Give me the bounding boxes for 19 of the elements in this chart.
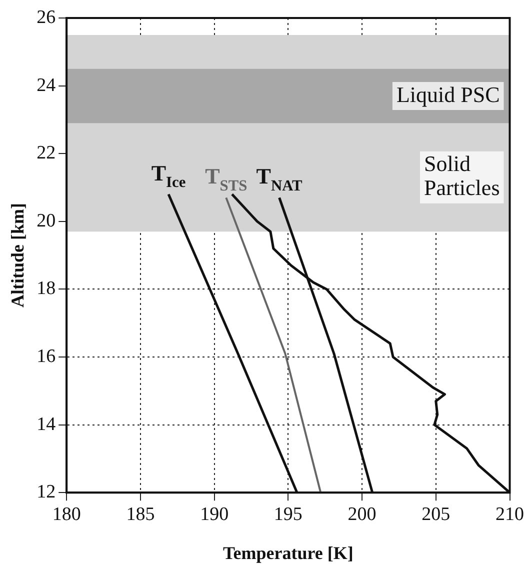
x-axis-title: Temperature [K]	[222, 542, 354, 563]
y-tick-label: 26	[36, 6, 56, 28]
x-tick-label: 205	[422, 504, 450, 525]
y-tick-label: 22	[36, 142, 56, 164]
y-tick-label: 14	[36, 414, 56, 435]
x-tick-label: 200	[348, 504, 376, 525]
y-axis-title: Altitude [km]	[7, 203, 28, 308]
band-label: Liquid PSC	[396, 82, 500, 107]
y-tick-label: 20	[36, 210, 56, 232]
x-tick-label: 210	[496, 504, 524, 525]
x-tick-label: 180	[52, 504, 81, 525]
y-tick-label: 24	[36, 74, 56, 96]
band-label: Solid Particles	[424, 151, 500, 200]
y-tick-label: 16	[36, 346, 56, 367]
y-tick-label: 12	[36, 482, 56, 503]
y-tick-label: 18	[36, 278, 56, 300]
x-tick-label: 185	[126, 504, 155, 525]
x-tick-label: 195	[274, 504, 302, 525]
x-tick-label: 190	[200, 504, 229, 525]
